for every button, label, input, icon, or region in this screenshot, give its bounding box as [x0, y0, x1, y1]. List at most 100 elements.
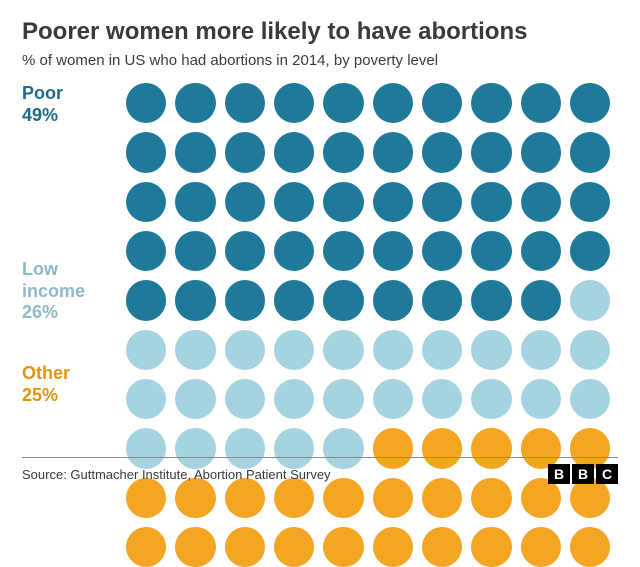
dot-grid	[126, 83, 610, 423]
dot-low	[422, 379, 462, 419]
dot-other	[323, 527, 363, 567]
dot-low	[225, 330, 265, 370]
chart-title: Poorer women more likely to have abortio…	[22, 18, 618, 46]
category-label-other: Other25%	[22, 363, 70, 406]
category-percent: 26%	[22, 302, 112, 324]
bbc-logo-box: B	[548, 464, 570, 484]
dot-poor	[422, 182, 462, 222]
source-text: Source: Guttmacher Institute, Abortion P…	[22, 467, 331, 482]
dot-other	[126, 527, 166, 567]
dot-low	[570, 330, 610, 370]
dot-poor	[175, 132, 215, 172]
dot-poor	[471, 83, 511, 123]
dot-poor	[373, 182, 413, 222]
dot-poor	[175, 83, 215, 123]
dot-poor	[274, 182, 314, 222]
dot-low	[175, 379, 215, 419]
dot-poor	[175, 182, 215, 222]
dot-low	[126, 330, 166, 370]
category-percent: 49%	[22, 105, 63, 127]
dot-poor	[274, 231, 314, 271]
dot-low	[471, 330, 511, 370]
dot-chart: Poor49% Low income26% Other25%	[22, 83, 618, 423]
dot-low	[323, 330, 363, 370]
dot-poor	[323, 83, 363, 123]
dot-poor	[521, 182, 561, 222]
category-label-poor: Poor49%	[22, 83, 63, 126]
category-name: Other	[22, 363, 70, 385]
dot-low	[521, 330, 561, 370]
category-name: Poor	[22, 83, 63, 105]
dot-poor	[126, 231, 166, 271]
dot-poor	[126, 83, 166, 123]
dot-poor	[126, 182, 166, 222]
dot-poor	[225, 83, 265, 123]
dot-poor	[422, 83, 462, 123]
dot-poor	[471, 182, 511, 222]
dot-low	[175, 330, 215, 370]
dot-poor	[471, 231, 511, 271]
category-labels: Poor49% Low income26% Other25%	[22, 83, 112, 423]
dot-low	[274, 379, 314, 419]
dot-other	[274, 527, 314, 567]
dot-poor	[225, 182, 265, 222]
dot-other	[175, 527, 215, 567]
dot-poor	[521, 132, 561, 172]
dot-poor	[274, 132, 314, 172]
dot-poor	[373, 132, 413, 172]
dot-low	[373, 379, 413, 419]
dot-poor	[570, 132, 610, 172]
category-label-low: Low income26%	[22, 259, 112, 324]
dot-low	[126, 379, 166, 419]
bbc-logo-box: C	[596, 464, 618, 484]
dot-poor	[274, 83, 314, 123]
footer: Source: Guttmacher Institute, Abortion P…	[22, 457, 618, 484]
dot-poor	[175, 280, 215, 320]
dot-poor	[323, 132, 363, 172]
bbc-logo-box: B	[572, 464, 594, 484]
dot-other	[225, 527, 265, 567]
dot-poor	[373, 280, 413, 320]
dot-poor	[422, 280, 462, 320]
dot-other	[570, 527, 610, 567]
dot-poor	[570, 83, 610, 123]
dot-low	[225, 379, 265, 419]
chart-subtitle: % of women in US who had abortions in 20…	[22, 52, 618, 69]
dot-poor	[373, 83, 413, 123]
dot-other	[471, 527, 511, 567]
dot-poor	[126, 132, 166, 172]
dot-poor	[175, 231, 215, 271]
dot-poor	[422, 132, 462, 172]
dot-poor	[422, 231, 462, 271]
dot-poor	[570, 182, 610, 222]
dot-low	[323, 379, 363, 419]
dot-poor	[323, 231, 363, 271]
dot-poor	[471, 280, 511, 320]
bbc-logo: BBC	[548, 464, 618, 484]
dot-low	[570, 379, 610, 419]
dot-low	[422, 330, 462, 370]
dot-poor	[274, 280, 314, 320]
dot-low	[274, 330, 314, 370]
dot-poor	[323, 280, 363, 320]
dot-poor	[225, 280, 265, 320]
dot-low	[521, 379, 561, 419]
dot-low	[570, 280, 610, 320]
category-percent: 25%	[22, 385, 70, 407]
dot-poor	[225, 231, 265, 271]
dot-poor	[323, 182, 363, 222]
dot-other	[521, 527, 561, 567]
dot-poor	[570, 231, 610, 271]
dot-other	[422, 527, 462, 567]
dot-poor	[521, 231, 561, 271]
category-name: Low income	[22, 259, 112, 302]
dot-poor	[126, 280, 166, 320]
dot-other	[373, 527, 413, 567]
dot-low	[373, 330, 413, 370]
dot-poor	[225, 132, 265, 172]
dot-poor	[521, 280, 561, 320]
dot-poor	[373, 231, 413, 271]
dot-poor	[521, 83, 561, 123]
dot-poor	[471, 132, 511, 172]
dot-low	[471, 379, 511, 419]
